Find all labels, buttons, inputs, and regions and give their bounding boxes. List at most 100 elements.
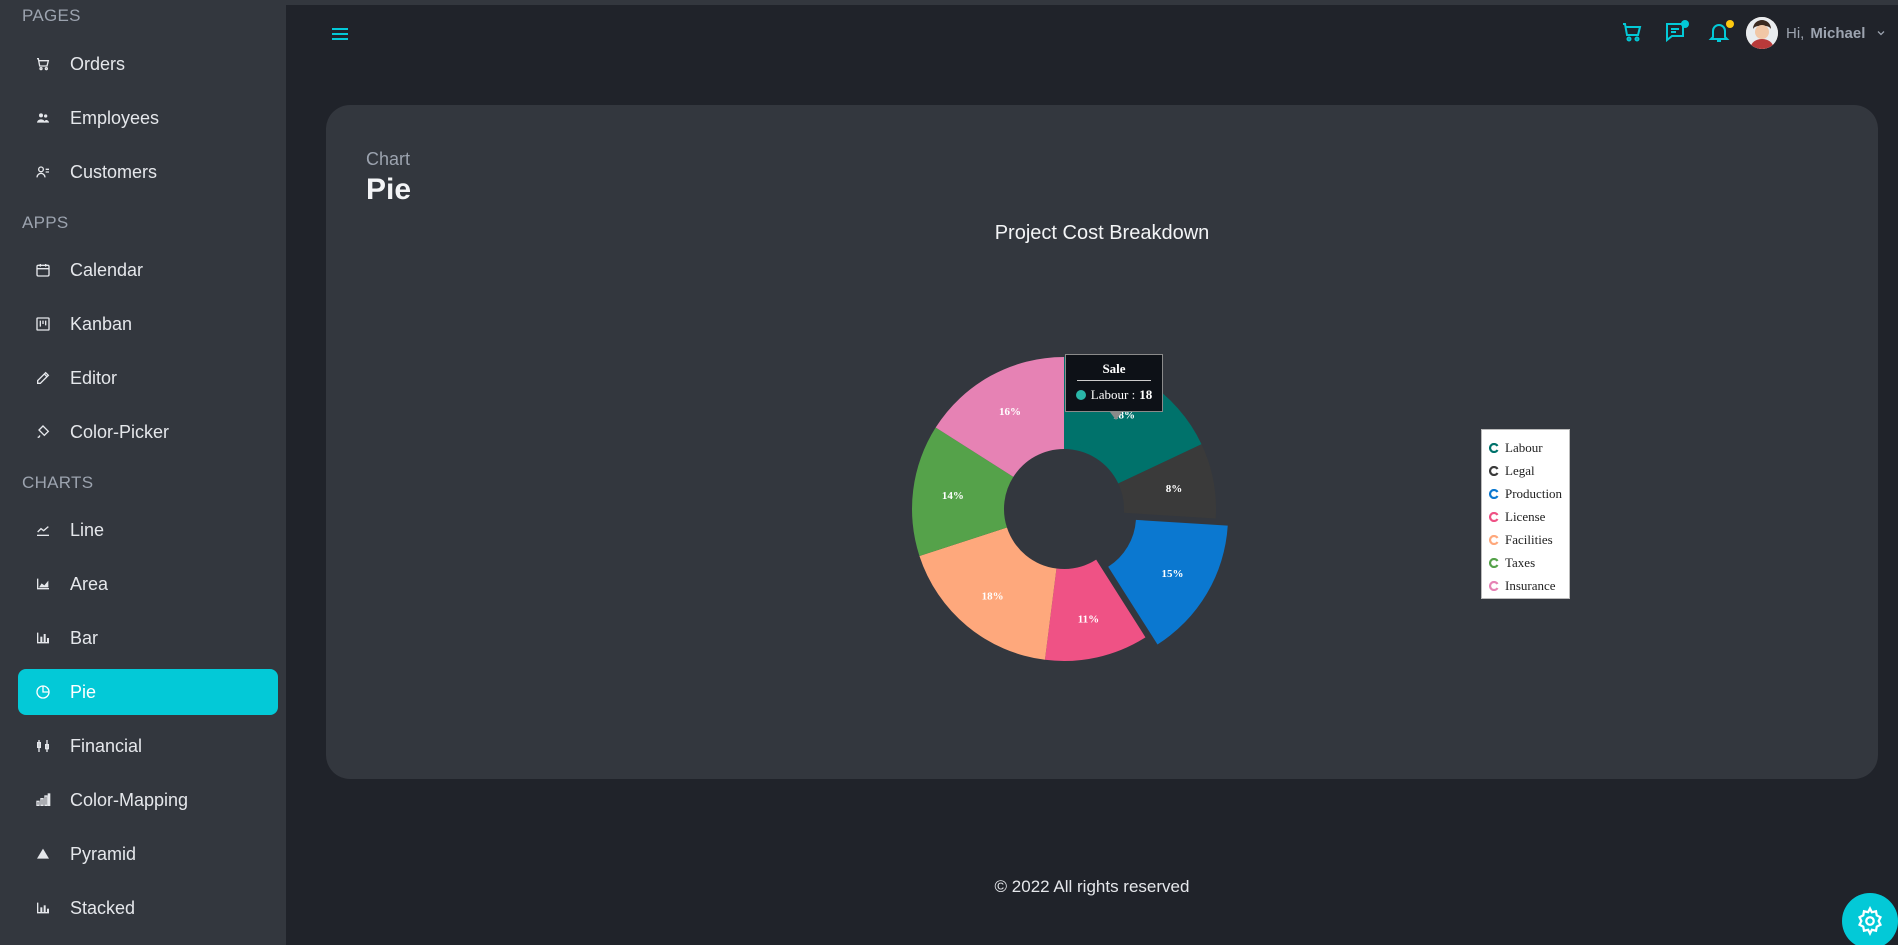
sidebar-item-label: Color-Picker — [70, 421, 170, 442]
color-mapping-icon — [34, 791, 52, 809]
sidebar-item-editor[interactable]: Editor — [18, 355, 278, 401]
kanban-icon — [34, 315, 52, 333]
avatar — [1746, 17, 1778, 49]
data-label: 16% — [999, 406, 1021, 418]
cart-button[interactable] — [1620, 20, 1648, 48]
sidebar-item-kanban[interactable]: Kanban — [18, 301, 278, 347]
chart-card: Chart Pie Project Cost Breakdown 18% 8% 15… — [326, 105, 1878, 779]
sidebar-item-label: Employees — [70, 107, 160, 128]
bell-icon — [1708, 24, 1730, 42]
legend-item-legal[interactable]: Legal — [1489, 459, 1569, 482]
pie-chart-icon — [34, 683, 52, 701]
sidebar-item-line[interactable]: Line — [18, 507, 278, 553]
legend-marker-icon — [1489, 465, 1499, 476]
pie-slice-taxes[interactable] — [912, 427, 1014, 556]
data-label: 14% — [942, 490, 964, 502]
chart-tooltip: Sale Labour : 18 — [1065, 354, 1163, 420]
notifications-button[interactable] — [1707, 20, 1735, 48]
legend-label: Production — [1505, 485, 1563, 501]
user-name: Michael — [1810, 24, 1866, 42]
legend-label: Taxes — [1505, 554, 1536, 570]
legend-item-taxes[interactable]: Taxes — [1489, 551, 1569, 574]
sidebar-item-label: Kanban — [70, 313, 133, 334]
legend-marker-icon — [1489, 511, 1499, 522]
top-border — [0, 0, 1898, 5]
pie-chart: 18%8%15%11%18%14%16% — [912, 357, 1228, 661]
stacked-chart-icon — [34, 899, 52, 917]
menu-toggle-button[interactable] — [328, 22, 352, 46]
legend-marker-icon — [1489, 557, 1499, 568]
sidebar-item-pie[interactable]: Pie — [18, 669, 278, 715]
pie-slice-license[interactable] — [1044, 559, 1146, 661]
page-category: Chart — [366, 149, 411, 169]
edit-icon — [34, 369, 52, 387]
settings-button[interactable] — [1842, 893, 1898, 945]
sidebar-item-pyramid[interactable]: Pyramid — [18, 831, 278, 877]
legend-marker-icon — [1489, 488, 1499, 499]
hover-ring — [1069, 442, 1123, 480]
data-label: 8% — [1166, 483, 1183, 495]
section-title-charts: CHARTS — [22, 473, 94, 492]
legend-label: Labour — [1505, 439, 1543, 455]
sidebar-item-area[interactable]: Area — [18, 561, 278, 607]
sidebar-item-label: Pie — [70, 681, 97, 702]
financial-icon — [34, 737, 52, 755]
sidebar-item-label: Bar — [70, 627, 99, 648]
line-chart-icon — [34, 521, 52, 539]
data-label: 18% — [982, 590, 1004, 602]
page-title: Pie — [366, 173, 412, 206]
legend-marker-icon — [1489, 580, 1499, 591]
cart-icon — [34, 55, 52, 73]
legend-item-insurance[interactable]: Insurance — [1489, 574, 1569, 597]
legend-label: Legal — [1505, 462, 1535, 478]
tooltip-label: Labour : — [1090, 387, 1136, 402]
sidebar-item-color-picker[interactable]: Color-Picker — [18, 409, 278, 455]
legend-item-production[interactable]: Production — [1489, 482, 1569, 505]
sidebar-item-label: Area — [70, 573, 109, 594]
gear-icon — [1857, 906, 1883, 936]
legend-item-license[interactable]: License — [1489, 505, 1569, 528]
tooltip-header: Sale — [1102, 361, 1126, 376]
sidebar-item-label: Color-Mapping — [70, 789, 189, 810]
legend-item-labour[interactable]: Labour — [1489, 436, 1569, 459]
tooltip-value: 18 — [1139, 387, 1153, 402]
sidebar-item-label: Financial — [70, 735, 143, 756]
sidebar-item-stacked[interactable]: Stacked — [18, 885, 278, 931]
pie-slice-insurance[interactable] — [935, 357, 1064, 477]
pie-slice-facilities[interactable] — [919, 527, 1057, 660]
chart-legend: Labour Legal Production License Facilities Ta… — [1481, 429, 1570, 599]
chat-icon — [1666, 23, 1684, 43]
sidebar-item-label: Stacked — [70, 897, 136, 918]
sidebar-item-label: Calendar — [70, 259, 144, 280]
user-profile-menu[interactable]: Hi, Michael — [1746, 16, 1887, 50]
tooltip-marker — [1075, 390, 1086, 400]
chart-title: Project Cost Breakdown — [994, 222, 1210, 244]
sidebar-item-label: Pyramid — [70, 843, 137, 864]
hamburger-icon — [332, 28, 348, 40]
sidebar-item-bar[interactable]: Bar — [18, 615, 278, 661]
group-icon — [34, 109, 52, 127]
users-icon — [34, 163, 52, 181]
pie-slice-legal[interactable] — [1118, 444, 1216, 519]
notification-dot — [1726, 20, 1734, 28]
legend-item-facilities[interactable]: Facilities — [1489, 528, 1569, 551]
pyramid-icon — [34, 845, 52, 863]
legend-label: License — [1505, 508, 1546, 524]
sidebar-item-color-mapping[interactable]: Color-Mapping — [18, 777, 278, 823]
footer-copyright: © 2022 All rights reserved — [994, 877, 1190, 896]
legend-label: Facilities — [1505, 531, 1553, 547]
sidebar-item-calendar[interactable]: Calendar — [18, 247, 278, 293]
bar-chart-icon — [34, 629, 52, 647]
pie-slice-production[interactable] — [1108, 519, 1228, 645]
chevron-down-icon — [1877, 31, 1885, 36]
chat-button[interactable] — [1663, 20, 1691, 48]
sidebar-item-orders[interactable]: Orders — [18, 41, 278, 87]
sidebar: PAGES Orders Employees Customers APPS Ca… — [0, 0, 286, 945]
area-chart-icon — [34, 575, 52, 593]
data-label: 11% — [1078, 613, 1099, 625]
sidebar-item-financial[interactable]: Financial — [18, 723, 278, 769]
sidebar-item-label: Customers — [70, 161, 158, 182]
sidebar-item-employees[interactable]: Employees — [18, 95, 278, 141]
sidebar-item-label: Orders — [70, 53, 126, 74]
sidebar-item-customers[interactable]: Customers — [18, 149, 278, 195]
